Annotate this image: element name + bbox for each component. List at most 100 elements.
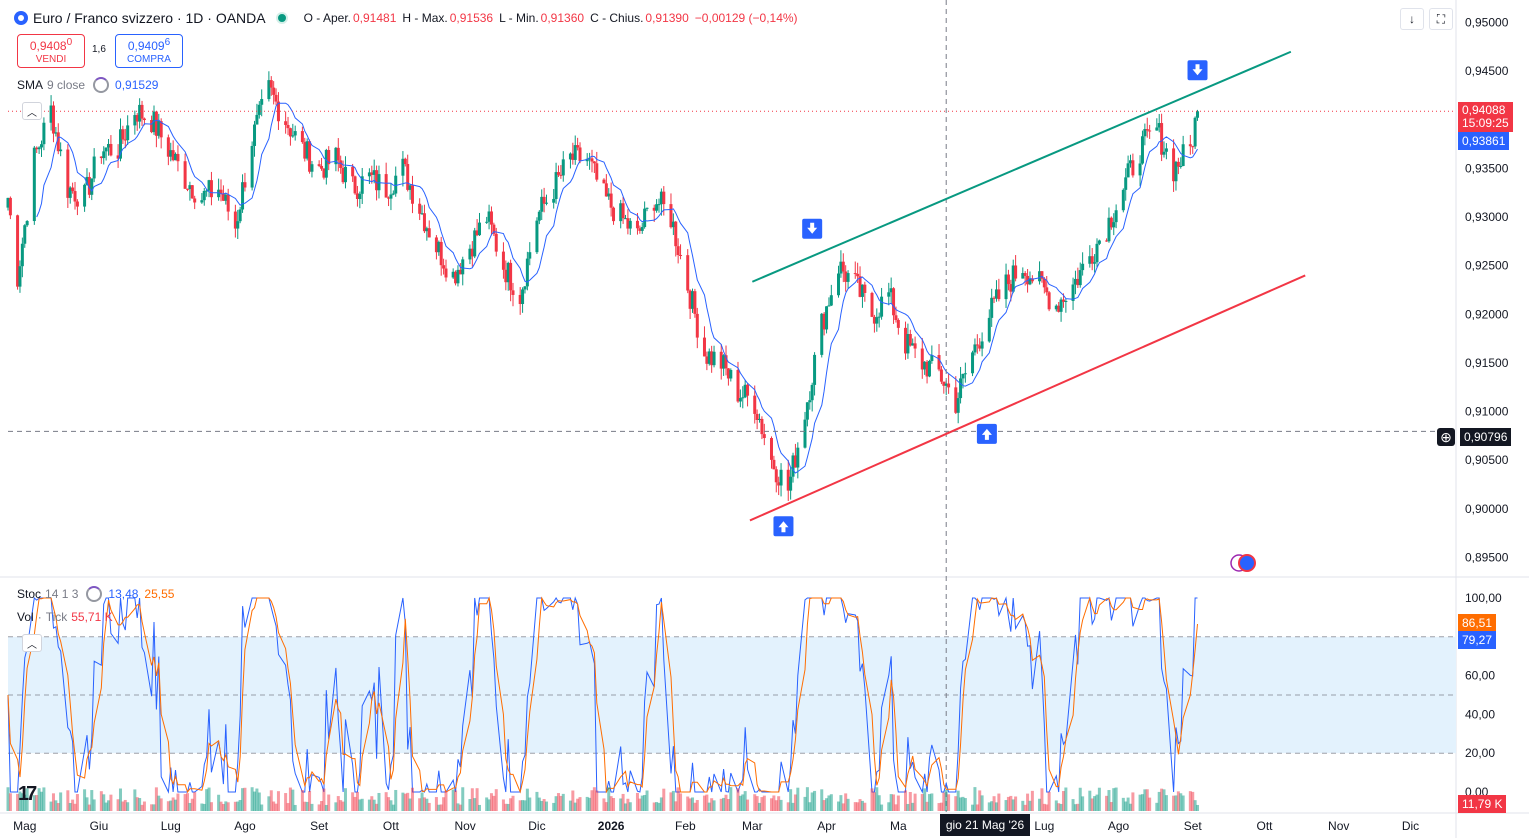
candle-body bbox=[1179, 165, 1183, 167]
candle-body bbox=[621, 203, 625, 219]
volume-bar bbox=[190, 798, 194, 811]
fullscreen-icon: ⛶ bbox=[1436, 11, 1446, 26]
volume-separator: · bbox=[37, 610, 42, 624]
candle-body bbox=[406, 163, 410, 190]
volume-bar bbox=[707, 802, 711, 811]
candle-body bbox=[1009, 284, 1013, 292]
candle-body bbox=[540, 196, 544, 212]
candle-body bbox=[104, 147, 108, 152]
volume-bar bbox=[963, 798, 967, 811]
candle-body bbox=[32, 147, 36, 222]
candle-body bbox=[1042, 278, 1046, 288]
volume-bar bbox=[722, 797, 726, 811]
volume-bar bbox=[1162, 789, 1166, 811]
collapse-legend-button[interactable]: ︿ bbox=[22, 102, 42, 120]
symbol-title[interactable]: Euro / Franco svizzero · 1D · OANDA bbox=[33, 10, 266, 26]
add-alert-button[interactable]: ⊕ bbox=[1437, 428, 1455, 446]
candle-body bbox=[927, 361, 931, 377]
candle-body bbox=[997, 289, 1001, 300]
volume-bar bbox=[937, 803, 941, 811]
candle-body bbox=[612, 207, 616, 222]
eu-flag-icon[interactable] bbox=[1238, 554, 1256, 572]
candle-body bbox=[1064, 300, 1068, 302]
volume-legend[interactable]: Vol · Tick 55,71 K bbox=[17, 610, 113, 624]
candle-body bbox=[643, 208, 647, 228]
volume-bar bbox=[511, 795, 515, 811]
volume-bar bbox=[652, 802, 656, 811]
volume-bar bbox=[746, 799, 750, 811]
candle-body bbox=[387, 197, 391, 199]
volume-bar bbox=[243, 787, 247, 811]
volume-bar bbox=[561, 793, 565, 811]
candle-body bbox=[1045, 287, 1049, 293]
collapse-pane-button[interactable]: ︿ bbox=[22, 634, 42, 652]
volume-bar bbox=[121, 801, 125, 811]
volume-bar bbox=[343, 788, 347, 811]
candle-body bbox=[1078, 270, 1082, 286]
refresh-icon[interactable] bbox=[86, 586, 103, 602]
volume-bar bbox=[489, 793, 493, 811]
candle-body bbox=[829, 295, 833, 306]
volume-bar bbox=[930, 793, 934, 811]
stoch-legend[interactable]: Stoc 14 1 3 13,48 25,55 bbox=[17, 586, 174, 602]
candle-body bbox=[870, 292, 874, 317]
candle-body bbox=[674, 221, 678, 247]
candle-body bbox=[746, 384, 750, 396]
low-label: L - Min. bbox=[499, 11, 539, 25]
sma-legend[interactable]: SMA 9 close 0,91529 bbox=[17, 77, 158, 93]
time-tick-label: Ott bbox=[383, 819, 400, 833]
osc-tick-label: 20,00 bbox=[1465, 746, 1495, 760]
candle-body bbox=[253, 124, 257, 146]
candle-body bbox=[473, 230, 477, 257]
volume-bar bbox=[360, 798, 364, 811]
candle-body bbox=[133, 115, 137, 126]
volume-bar bbox=[827, 795, 831, 811]
market-status-icon[interactable] bbox=[275, 12, 288, 24]
candle-body bbox=[638, 228, 642, 231]
crosshair-date-tag: gio 21 Mag '26 bbox=[940, 814, 1030, 836]
trendline-upper[interactable] bbox=[751, 50, 1292, 283]
time-tick-label: Mar bbox=[742, 819, 763, 833]
download-button[interactable]: ↓ bbox=[1400, 8, 1424, 30]
volume-bar bbox=[573, 802, 577, 811]
price-tick-label: 0,95000 bbox=[1465, 16, 1509, 30]
volume-bar bbox=[394, 789, 398, 811]
candle-body bbox=[827, 305, 831, 307]
volume-bar bbox=[1188, 791, 1192, 811]
volume-bar bbox=[695, 800, 699, 811]
candle-body bbox=[487, 211, 491, 222]
volume-bar bbox=[1038, 798, 1042, 811]
volume-bar bbox=[322, 788, 326, 811]
time-tick-label: Apr bbox=[817, 819, 836, 833]
candle-body bbox=[710, 351, 714, 366]
candle-body bbox=[892, 288, 896, 316]
candle-body bbox=[142, 118, 146, 121]
buy-button[interactable]: 0,94096 COMPRA bbox=[115, 34, 183, 68]
volume-bar bbox=[877, 795, 881, 811]
refresh-icon[interactable] bbox=[93, 77, 110, 93]
candle-body bbox=[375, 170, 379, 191]
tradingview-logo[interactable]: 17 bbox=[18, 783, 37, 805]
volume-bar bbox=[1045, 804, 1049, 811]
volume-bar bbox=[686, 796, 690, 811]
sell-button[interactable]: 0,94080 VENDI bbox=[17, 34, 85, 68]
candle-body bbox=[317, 164, 321, 166]
price-tick-label: 0,90500 bbox=[1465, 453, 1509, 467]
candle-body bbox=[1112, 222, 1116, 228]
candle-body bbox=[576, 145, 580, 148]
trendline-lower[interactable] bbox=[749, 274, 1306, 522]
candle-body bbox=[305, 141, 309, 159]
time-tick-label: Ago bbox=[1108, 819, 1130, 833]
sell-label: VENDI bbox=[35, 54, 67, 65]
candle-body bbox=[959, 378, 963, 399]
volume-bar bbox=[568, 800, 572, 811]
candle-body bbox=[1145, 129, 1149, 131]
candle-body bbox=[300, 131, 304, 143]
volume-bar bbox=[202, 803, 206, 811]
fullscreen-button[interactable]: ⛶ bbox=[1429, 8, 1453, 30]
stoch-name: Stoc bbox=[17, 587, 42, 601]
high-label: H - Max. bbox=[402, 11, 448, 25]
candle-body bbox=[351, 166, 355, 177]
candle-body bbox=[906, 334, 910, 354]
